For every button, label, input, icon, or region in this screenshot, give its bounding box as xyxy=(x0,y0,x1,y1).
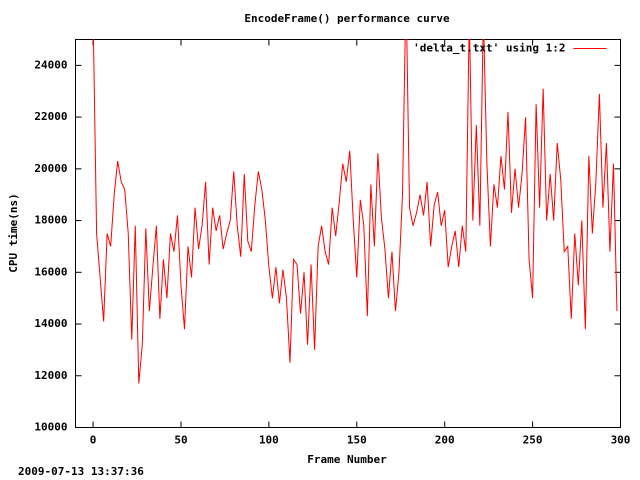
x-tick-label: 200 xyxy=(435,434,455,447)
y-tick-label: 18000 xyxy=(34,214,67,227)
x-tick-label: 50 xyxy=(174,434,187,447)
y-axis-label: CPU time(ns) xyxy=(7,193,20,272)
x-tick-label: 250 xyxy=(523,434,543,447)
timestamp: 2009-07-13 13:37:36 xyxy=(18,465,144,478)
y-tick-label: 12000 xyxy=(34,369,67,382)
data-line xyxy=(92,39,618,384)
plot-frame xyxy=(75,39,621,428)
y-tick-label: 24000 xyxy=(34,58,67,71)
y-tick-label: 20000 xyxy=(34,162,67,175)
y-tick-label: 16000 xyxy=(34,265,67,278)
y-tick-label: 10000 xyxy=(34,421,67,434)
y-tick-label: 14000 xyxy=(34,317,67,330)
x-tick-label: 100 xyxy=(259,434,279,447)
x-tick-label: 300 xyxy=(611,434,631,447)
x-tick-label: 0 xyxy=(90,434,97,447)
chart-title: EncodeFrame() performance curve xyxy=(244,12,450,25)
x-axis-label: Frame Number xyxy=(307,453,387,466)
legend-label: 'delta_t.txt' using 1:2 xyxy=(413,42,565,55)
x-tick-label: 150 xyxy=(347,434,367,447)
y-tick-label: 22000 xyxy=(34,110,67,123)
